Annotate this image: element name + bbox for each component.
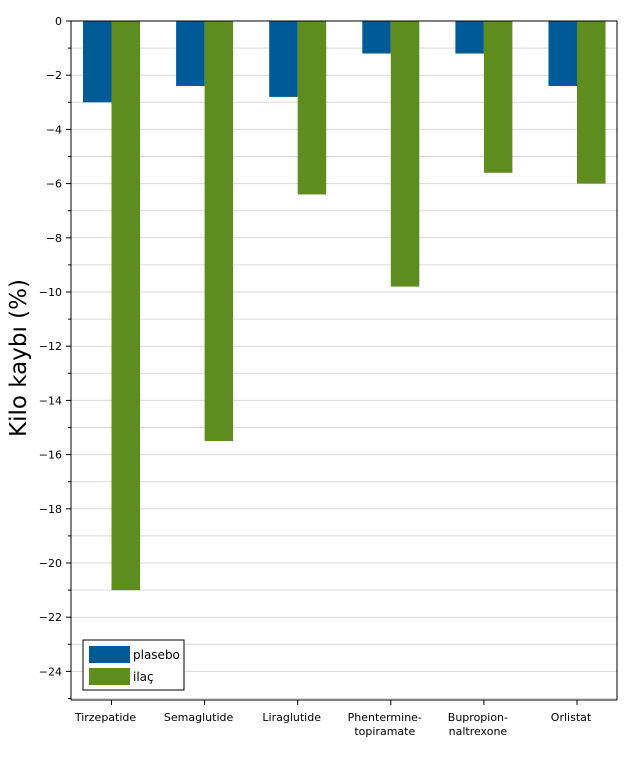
x-category-label-line: Bupropion- bbox=[448, 711, 508, 724]
y-tick-label: 0 bbox=[55, 15, 62, 28]
y-tick-label: −12 bbox=[39, 340, 62, 353]
y-tick-label: −18 bbox=[39, 503, 62, 516]
x-category-label-line: naltrexone bbox=[449, 725, 508, 738]
y-tick-label: −22 bbox=[39, 611, 62, 624]
x-category-label: Orlistat bbox=[551, 711, 592, 724]
y-axis-label: Kilo kaybı (%) bbox=[6, 279, 32, 437]
axes bbox=[70, 20, 618, 705]
x-category-label-line: Liraglutide bbox=[262, 711, 321, 724]
bar-ila-0 bbox=[111, 21, 140, 591]
y-ticks: 0 −2 −4 −6 −8 −10 −12 −14 −16 −18 −20 −22 −24 bbox=[39, 15, 71, 699]
bar-plasebo-5 bbox=[548, 21, 577, 87]
bar-ila-5 bbox=[577, 21, 606, 184]
x-category-label: Liraglutide bbox=[262, 711, 321, 724]
legend: plasebo ilaç bbox=[82, 639, 185, 691]
y-tick-label: −16 bbox=[39, 449, 62, 462]
bar-ila-2 bbox=[297, 21, 327, 195]
y-tick-label: −24 bbox=[39, 665, 62, 678]
legend-label-plasebo: plasebo bbox=[133, 648, 180, 662]
x-category-labels: Tirzepatide Semaglutide Liraglutide Phenter… bbox=[74, 711, 592, 738]
y-tick-label: −20 bbox=[39, 557, 62, 570]
bars bbox=[83, 21, 606, 591]
x-category-label-line: Semaglutide bbox=[164, 711, 234, 724]
bar-ila-1 bbox=[204, 21, 234, 442]
x-category-label: Tirzepatide bbox=[74, 711, 137, 724]
x-category-label-line: topiramate bbox=[354, 725, 415, 738]
legend-label-ilac: ilaç bbox=[133, 670, 154, 684]
x-category-label-line: Tirzepatide bbox=[74, 711, 137, 724]
gridlines bbox=[71, 20, 617, 699]
bar-ila-3 bbox=[390, 21, 420, 287]
x-category-label: Bupropion-naltrexone bbox=[448, 711, 508, 738]
bar-plasebo-2 bbox=[269, 21, 298, 97]
legend-swatch-ilac bbox=[89, 668, 130, 685]
y-tick-label: −6 bbox=[46, 178, 62, 191]
x-category-label: Semaglutide bbox=[164, 711, 234, 724]
y-tick-label: −10 bbox=[39, 286, 62, 299]
y-tick-label: −2 bbox=[46, 69, 62, 82]
bar-plasebo-3 bbox=[362, 21, 391, 54]
y-tick-label: −8 bbox=[46, 232, 62, 245]
bar-plasebo-1 bbox=[176, 21, 205, 87]
x-category-label: Phentermine-topiramate bbox=[348, 711, 422, 738]
x-category-label-line: Orlistat bbox=[551, 711, 592, 724]
bar-plasebo-4 bbox=[455, 21, 484, 54]
y-tick-label: −4 bbox=[46, 123, 62, 136]
legend-swatch-plasebo bbox=[89, 646, 130, 663]
bar-plasebo-0 bbox=[83, 21, 112, 103]
bar-ila-4 bbox=[483, 21, 513, 173]
y-tick-label: −14 bbox=[39, 394, 62, 407]
x-category-label-line: Phentermine- bbox=[348, 711, 422, 724]
